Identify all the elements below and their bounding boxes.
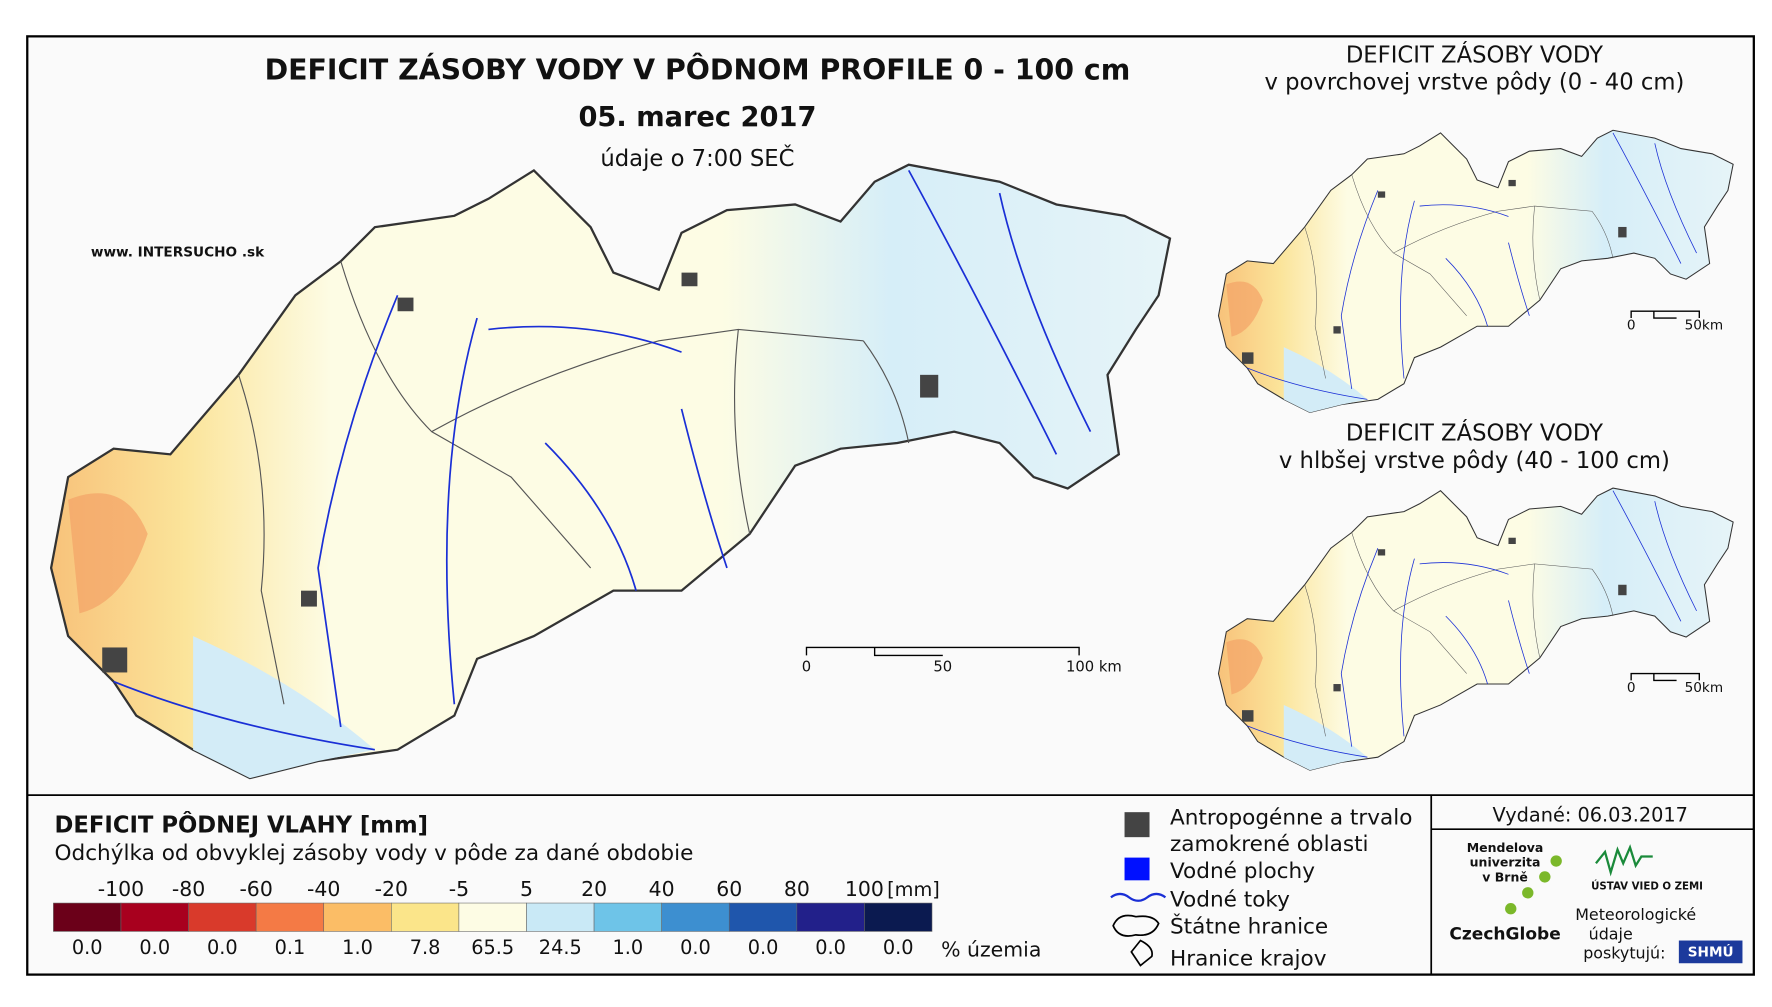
legend-share: 0.0	[748, 936, 779, 959]
legend-share: 0.0	[680, 936, 711, 959]
legend-swatch	[728, 902, 798, 932]
legend-subtitle: Odchýlka od obvyklej zásoby vody v pôde …	[55, 841, 694, 866]
legend-title: DEFICIT PÔDNEJ VLAHY [mm]	[55, 811, 428, 839]
provider: Meteorologické	[1575, 905, 1696, 924]
symbol-label: Antropogénne a trvalo zamokrené oblasti	[1170, 806, 1412, 857]
legend-unit: [mm]	[887, 878, 940, 901]
legend-swatch	[120, 902, 189, 932]
legend-bound: -40	[307, 877, 340, 901]
legend-swatch	[864, 902, 933, 932]
title: DEFICIT ZÁSOBY VODY V PÔDNOM PROFILE 0 -…	[265, 53, 1131, 87]
legend-swatch	[593, 902, 662, 932]
small-title: DEFICIT ZÁSOBY VODY	[1346, 419, 1603, 447]
date: 05. marec 2017	[578, 102, 816, 133]
logo-text: v Brně	[1482, 869, 1528, 884]
legend-bound: 40	[649, 877, 675, 901]
note: údaje o 7:00 SEČ	[600, 144, 794, 172]
legend-bound: 80	[784, 877, 810, 901]
legend-share: 0.1	[275, 936, 306, 959]
legend-bound: 20	[581, 877, 607, 901]
logo-text: CzechGlobe	[1449, 924, 1560, 944]
legend-swatch	[53, 902, 122, 932]
legend-bound: -80	[172, 877, 205, 901]
logo-text: Mendelova	[1467, 840, 1544, 855]
symbol-label: Hranice krajov	[1170, 947, 1327, 972]
legend-share: 0.0	[883, 936, 914, 959]
legend-share: 24.5	[539, 936, 582, 959]
legend-share: 1.0	[613, 936, 644, 959]
legend-swatch	[255, 902, 325, 932]
legend-swatch	[458, 902, 527, 932]
scale-label: 50km	[1685, 317, 1724, 333]
legend-share-unit: % územia	[941, 937, 1041, 961]
logo-text: ÚSTAV VIED O ZEMI	[1591, 879, 1703, 892]
legend-swatch	[661, 902, 730, 932]
provider: poskytujú:	[1583, 944, 1665, 963]
legend-share: 0.0	[207, 936, 238, 959]
legend-share: 0.0	[815, 936, 846, 959]
logo-text: SHMÚ	[1688, 942, 1734, 960]
symbol-label: Vodné plochy	[1170, 859, 1315, 884]
scale-label: 50km	[1685, 680, 1724, 696]
legend-bound: -5	[449, 877, 469, 901]
legend-share: 1.0	[342, 936, 373, 959]
symbol-label: Štátne hranice	[1170, 914, 1328, 940]
legend-swatch	[796, 902, 865, 932]
legend-swatch	[188, 902, 257, 932]
issued: Vydané: 06.03.2017	[1493, 803, 1688, 826]
scale-label: 50	[933, 658, 952, 675]
small-subtitle: v hlbšej vrstve pôdy (40 - 100 cm)	[1279, 448, 1670, 474]
legend-bound: -100	[98, 877, 144, 901]
legend-bound: 5	[520, 877, 533, 901]
scale-label: 0	[1627, 317, 1636, 333]
legend-bound: -60	[239, 877, 272, 901]
scale-label: 0	[802, 658, 811, 675]
legend-swatch	[526, 902, 595, 932]
legend-bound: 60	[716, 877, 742, 901]
symbol-label: Vodné toky	[1170, 887, 1290, 912]
logo-text: univerzita	[1470, 855, 1541, 870]
small-title: DEFICIT ZÁSOBY VODY	[1346, 40, 1603, 68]
legend-share: 65.5	[471, 936, 514, 959]
legend-share: 7.8	[410, 936, 441, 959]
legend-swatch	[323, 902, 392, 932]
scale-label: 0	[1627, 680, 1636, 696]
small-subtitle: v povrchovej vrstve pôdy (0 - 40 cm)	[1264, 70, 1684, 96]
website: www. INTERSUCHO .sk	[91, 245, 265, 261]
legend-bound: -20	[375, 877, 408, 901]
legend-share: 0.0	[139, 936, 170, 959]
provider: údaje	[1589, 924, 1633, 943]
scale-label: 100 km	[1066, 658, 1122, 675]
legend-swatch	[391, 902, 460, 932]
legend-share: 0.0	[72, 936, 103, 959]
legend-bound: 100	[845, 877, 884, 901]
